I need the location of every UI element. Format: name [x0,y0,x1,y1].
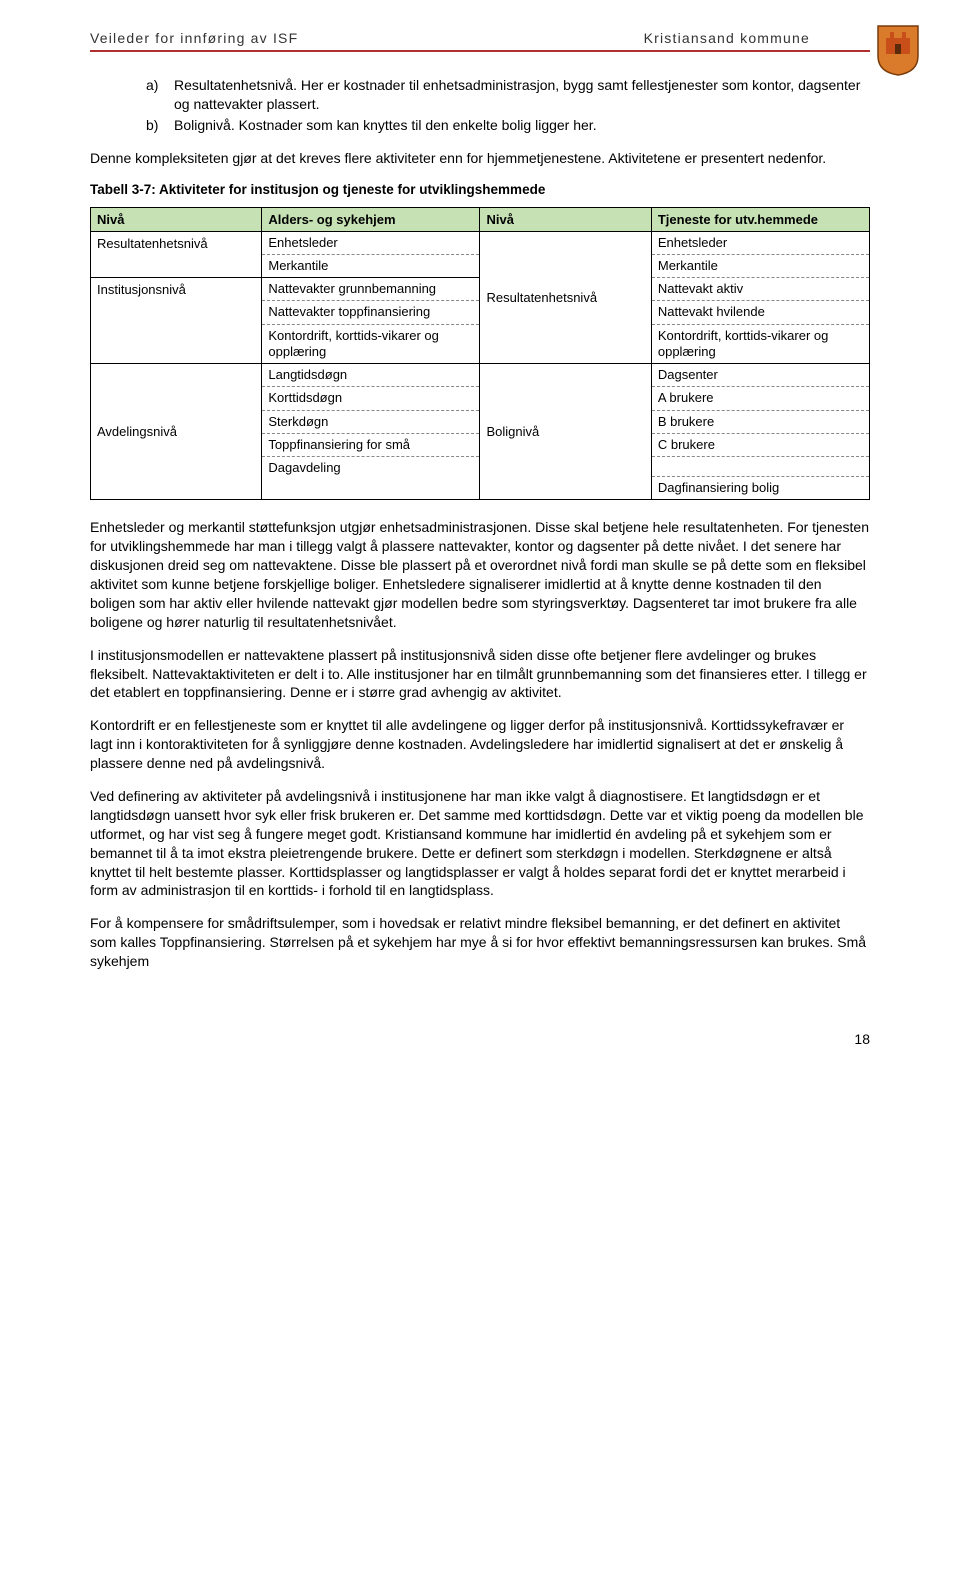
table-header-row: Nivå Alders- og sykehjem Nivå Tjeneste f… [91,207,870,231]
list-marker: b) [146,116,174,135]
subrow: Dagsenter [652,364,869,387]
subrow: Nattevakter toppfinansiering [262,301,479,324]
subrow: Kontordrift, korttids-vikarer og opplæri… [652,325,869,364]
paragraph: Ved definering av aktiviteter på avdelin… [90,787,870,900]
subrow: Nattevakter grunnbemanning [262,278,479,301]
subrow: Enhetsleder [262,232,479,255]
subrow: Enhetsleder [652,232,869,255]
paragraph: I institusjonsmodellen er nattevaktene p… [90,646,870,703]
col-header: Tjeneste for utv.hemmede [651,207,869,231]
page-number: 18 [90,1031,870,1047]
items-cell: Enhetsleder Merkantile [262,231,480,278]
ordered-list: a) Resultatenhetsnivå. Her er kostnader … [146,76,870,135]
table-caption: Tabell 3-7: Aktiviteter for institusjon … [90,182,870,197]
paragraph: Enhetsleder og merkantil støttefunksjon … [90,518,870,631]
list-text: Bolignivå. Kostnader som kan knyttes til… [174,116,870,135]
subrow: Langtidsdøgn [262,364,479,387]
niva-cell: Bolignivå [480,364,651,500]
subrow: Merkantile [262,255,479,277]
subrow: Nattevakt hvilende [652,301,869,324]
list-text: Resultatenhetsnivå. Her er kostnader til… [174,76,870,114]
subrow: Dagavdeling [262,457,479,479]
col-header: Alders- og sykehjem [262,207,480,231]
page-header: Veileder for innføring av ISF Kristiansa… [90,30,870,52]
paragraph: For å kompensere for smådriftsulemper, s… [90,914,870,971]
subrow: Toppfinansiering for små [262,434,479,457]
paragraph: Denne kompleksiteten gjør at det kreves … [90,149,870,168]
subrow [652,457,869,477]
subrow: C brukere [652,434,869,457]
items-cell: Enhetsleder Merkantile Nattevakt aktiv N… [651,231,869,364]
subrow: Merkantile [652,255,869,278]
list-item: b) Bolignivå. Kostnader som kan knyttes … [146,116,870,135]
col-header: Nivå [91,207,262,231]
niva-cell: Resultatenhetsnivå [480,231,651,364]
header-left-text: Veileder for innføring av ISF [90,30,298,46]
header-right-text: Kristiansand kommune [644,30,870,46]
table-row: Avdelingsnivå Langtidsdøgn Korttidsdøgn … [91,364,870,500]
paragraph: Kontordrift er en fellestjeneste som er … [90,716,870,773]
subrow: A brukere [652,387,869,410]
niva-cell: Institusjonsnivå [91,278,262,364]
subrow: B brukere [652,411,869,434]
subrow: Sterkdøgn [262,411,479,434]
items-cell: Langtidsdøgn Korttidsdøgn Sterkdøgn Topp… [262,364,480,500]
subrow: Kontordrift, korttids-vikarer og opplæri… [262,325,479,364]
items-cell: Nattevakter grunnbemanning Nattevakter t… [262,278,480,364]
niva-cell: Avdelingsnivå [91,364,262,500]
list-item: a) Resultatenhetsnivå. Her er kostnader … [146,76,870,114]
subrow: Korttidsdøgn [262,387,479,410]
niva-cell: Resultatenhetsnivå [91,231,262,278]
items-cell: Dagsenter A brukere B brukere C brukere … [651,364,869,500]
crest-icon [876,24,920,76]
subrow: Nattevakt aktiv [652,278,869,301]
page: Veileder for innføring av ISF Kristiansa… [0,0,960,1087]
col-header: Nivå [480,207,651,231]
list-marker: a) [146,76,174,114]
subrow: Dagfinansiering bolig [652,477,869,499]
table-row: Resultatenhetsnivå Enhetsleder Merkantil… [91,231,870,278]
activities-table: Nivå Alders- og sykehjem Nivå Tjeneste f… [90,207,870,501]
